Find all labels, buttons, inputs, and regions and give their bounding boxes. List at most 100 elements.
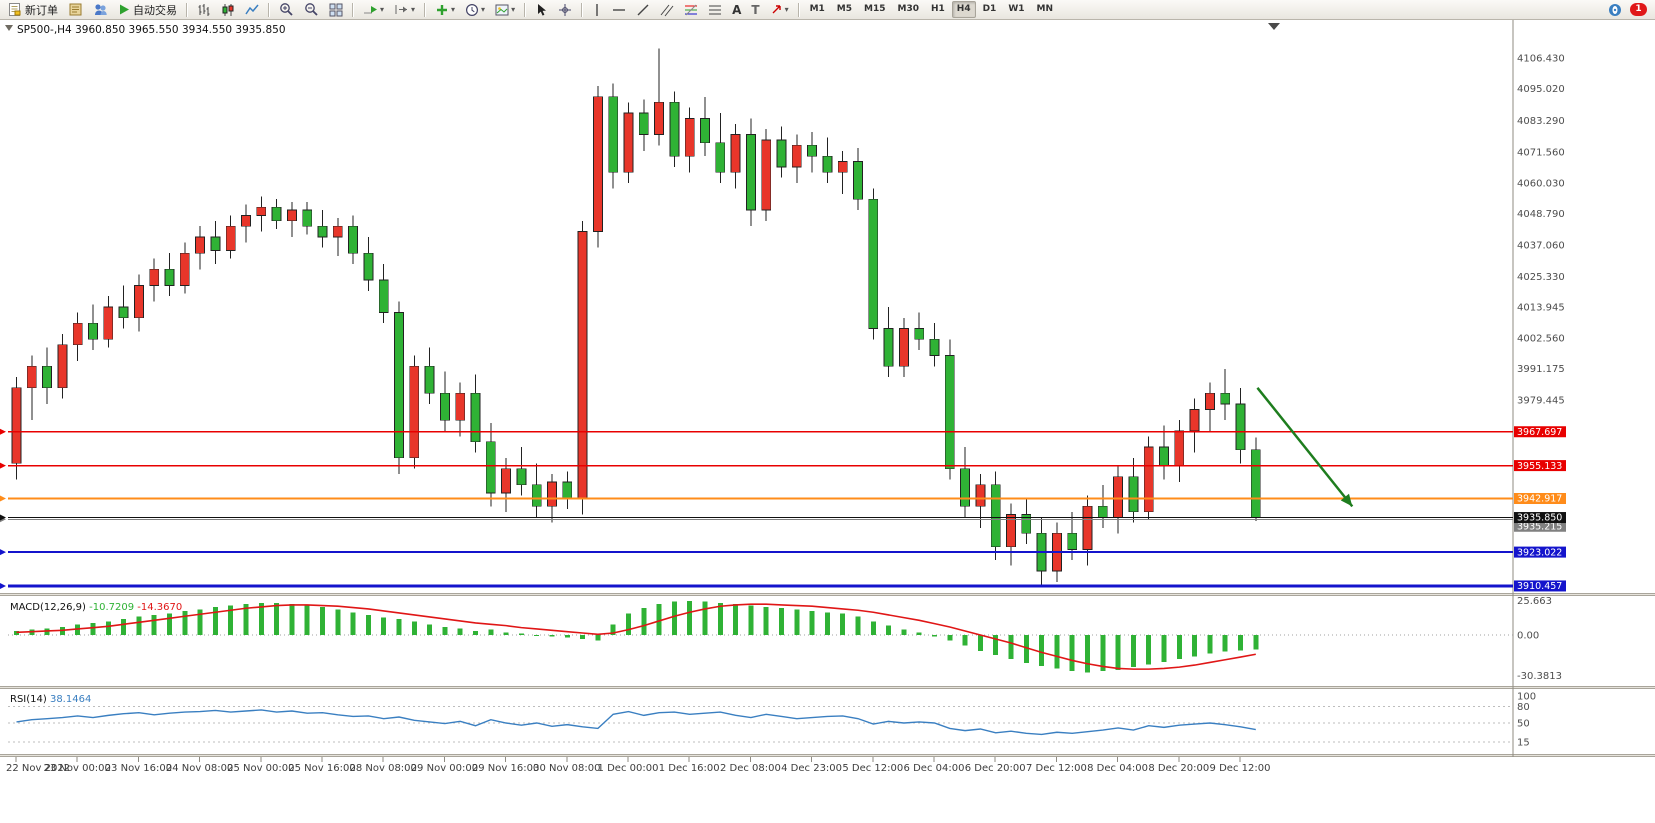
zoom-out-button[interactable] <box>300 0 323 19</box>
autotrade-button[interactable]: 自动交易 <box>114 0 181 19</box>
panel-separator[interactable] <box>0 754 1655 757</box>
candle-bear <box>1097 505 1108 518</box>
zoom-in-button[interactable] <box>275 0 298 19</box>
templates-dropdown-arrow: ▾ <box>511 5 516 14</box>
candle-bull <box>57 344 68 389</box>
text-button[interactable]: A <box>728 0 745 19</box>
rsi-axis-label: 15 <box>1517 738 1530 749</box>
macd-histogram-bar <box>717 602 723 635</box>
macd-histogram-bar <box>381 617 387 635</box>
time-axis-label: 22 Nov 2022 <box>6 763 70 774</box>
candle-bear <box>271 206 282 222</box>
candle-bull <box>791 144 802 168</box>
new-order-button[interactable]: 新订单 <box>3 0 62 19</box>
candle-bull <box>593 96 603 232</box>
timeframe-button-mn[interactable]: MN <box>1036 4 1054 14</box>
panel-separator[interactable] <box>0 686 1655 689</box>
indicators-button[interactable]: ▾ <box>431 0 459 19</box>
market-watch-button[interactable] <box>64 0 87 19</box>
cursor-button[interactable] <box>531 0 552 19</box>
trendline-button[interactable] <box>632 0 654 19</box>
candle-bull <box>837 161 848 173</box>
candle-bear <box>210 236 221 251</box>
arrows-button[interactable]: ▾ <box>766 0 793 19</box>
macd-histogram-bar <box>962 635 968 646</box>
macd-histogram-bar <box>151 614 157 635</box>
autotrade-label: 自动交易 <box>133 3 177 17</box>
timeframe-button-h4[interactable]: H4 <box>951 1 976 18</box>
autoscroll-icon <box>363 3 378 16</box>
candle-bear <box>485 441 496 494</box>
candle-bull <box>287 209 297 222</box>
timeframe-button-m5[interactable]: M5 <box>836 4 853 14</box>
macd-histogram-bar <box>564 635 570 638</box>
price-axis-label: 4095.020 <box>1517 84 1565 95</box>
line-chart-button[interactable] <box>241 0 263 19</box>
macd-histogram-bar <box>1100 635 1106 672</box>
candle-bull <box>103 306 114 340</box>
macd-histogram-bar <box>1115 635 1121 670</box>
time-axis-label: 23 Nov 16:00 <box>105 763 172 774</box>
macd-histogram-bar <box>824 612 830 635</box>
macd-histogram-bar <box>626 613 631 635</box>
time-axis-label: 8 Dec 04:00 <box>1087 763 1148 774</box>
equidistant-channel-icon <box>660 3 674 17</box>
chart-shift-button[interactable]: ▾ <box>390 0 419 19</box>
macd-histogram-bar <box>457 628 463 635</box>
macd-histogram-bar <box>610 624 616 635</box>
autoscroll-button[interactable]: ▾ <box>359 0 388 19</box>
trend-arrow-line[interactable] <box>1256 387 1354 508</box>
macd-histogram-bar <box>167 613 172 635</box>
timeframe-button-h1[interactable]: H1 <box>930 4 945 14</box>
candle-bull <box>730 134 741 173</box>
rsi-header: RSI(14) 38.1464 <box>10 694 91 705</box>
candle-bear <box>348 225 358 254</box>
macd-histogram-bar <box>488 629 494 635</box>
candle-bear <box>914 328 925 340</box>
macd-histogram-bar <box>595 635 601 641</box>
price-axis-label: 4060.030 <box>1517 179 1565 190</box>
candlestick-chart-button[interactable] <box>217 0 239 19</box>
trendline-icon <box>636 3 650 17</box>
data-window-button[interactable] <box>89 0 112 19</box>
bar-chart-button[interactable] <box>193 0 215 19</box>
candle-bear <box>378 279 389 313</box>
horizontal-line-button[interactable] <box>608 0 630 19</box>
timeframe-button-d1[interactable]: D1 <box>982 4 997 14</box>
candle-bear <box>516 468 527 486</box>
candle-bull <box>1189 409 1200 432</box>
price-line-label-text: 3967.697 <box>1517 427 1562 438</box>
timeframe-button-m15[interactable]: M15 <box>864 4 886 14</box>
tile-windows-button[interactable] <box>325 0 347 19</box>
candle-bear <box>1250 449 1261 518</box>
fibonacci-button[interactable] <box>680 0 702 19</box>
periods-button[interactable]: ▾ <box>461 0 489 19</box>
timeframe-button-m30[interactable]: M30 <box>897 4 919 14</box>
chart-shift-marker[interactable] <box>1268 23 1280 30</box>
notifications-button[interactable] <box>1604 0 1627 19</box>
macd-histogram-bar <box>1008 635 1014 660</box>
vertical-line-button[interactable] <box>588 0 606 19</box>
notification-count-badge[interactable]: 1 <box>1630 3 1647 16</box>
templates-button[interactable]: ▾ <box>491 0 519 19</box>
text-label-icon: T <box>751 2 760 17</box>
timeframe-button-w1[interactable]: W1 <box>1008 4 1025 14</box>
text-label-button[interactable]: T <box>747 0 763 19</box>
channel-button[interactable] <box>656 0 678 19</box>
timeframe-button-m1[interactable]: M1 <box>809 4 825 14</box>
chart-canvas[interactable]: 4106.430 4095.020 4083.290 4071.560 4060.030… <box>0 20 1655 823</box>
candle-bull <box>975 484 986 507</box>
objects-list-button[interactable] <box>704 0 726 19</box>
template-icon <box>495 3 509 17</box>
macd-histogram-bar <box>90 622 96 635</box>
chart-collapse-arrow[interactable] <box>5 25 13 31</box>
macd-histogram-bar <box>901 629 907 635</box>
crosshair-button[interactable] <box>554 0 576 19</box>
macd-histogram-bar <box>886 625 892 635</box>
macd-histogram-bar <box>977 635 983 652</box>
panel-separator[interactable] <box>0 593 1655 596</box>
tile-windows-icon <box>329 3 343 17</box>
macd-histogram-bar <box>1039 635 1045 666</box>
toolbar-separator <box>797 2 800 17</box>
timeframe-group: M1 M5 M15 M30 H1 H4 D1 W1 MN <box>804 1 1059 18</box>
